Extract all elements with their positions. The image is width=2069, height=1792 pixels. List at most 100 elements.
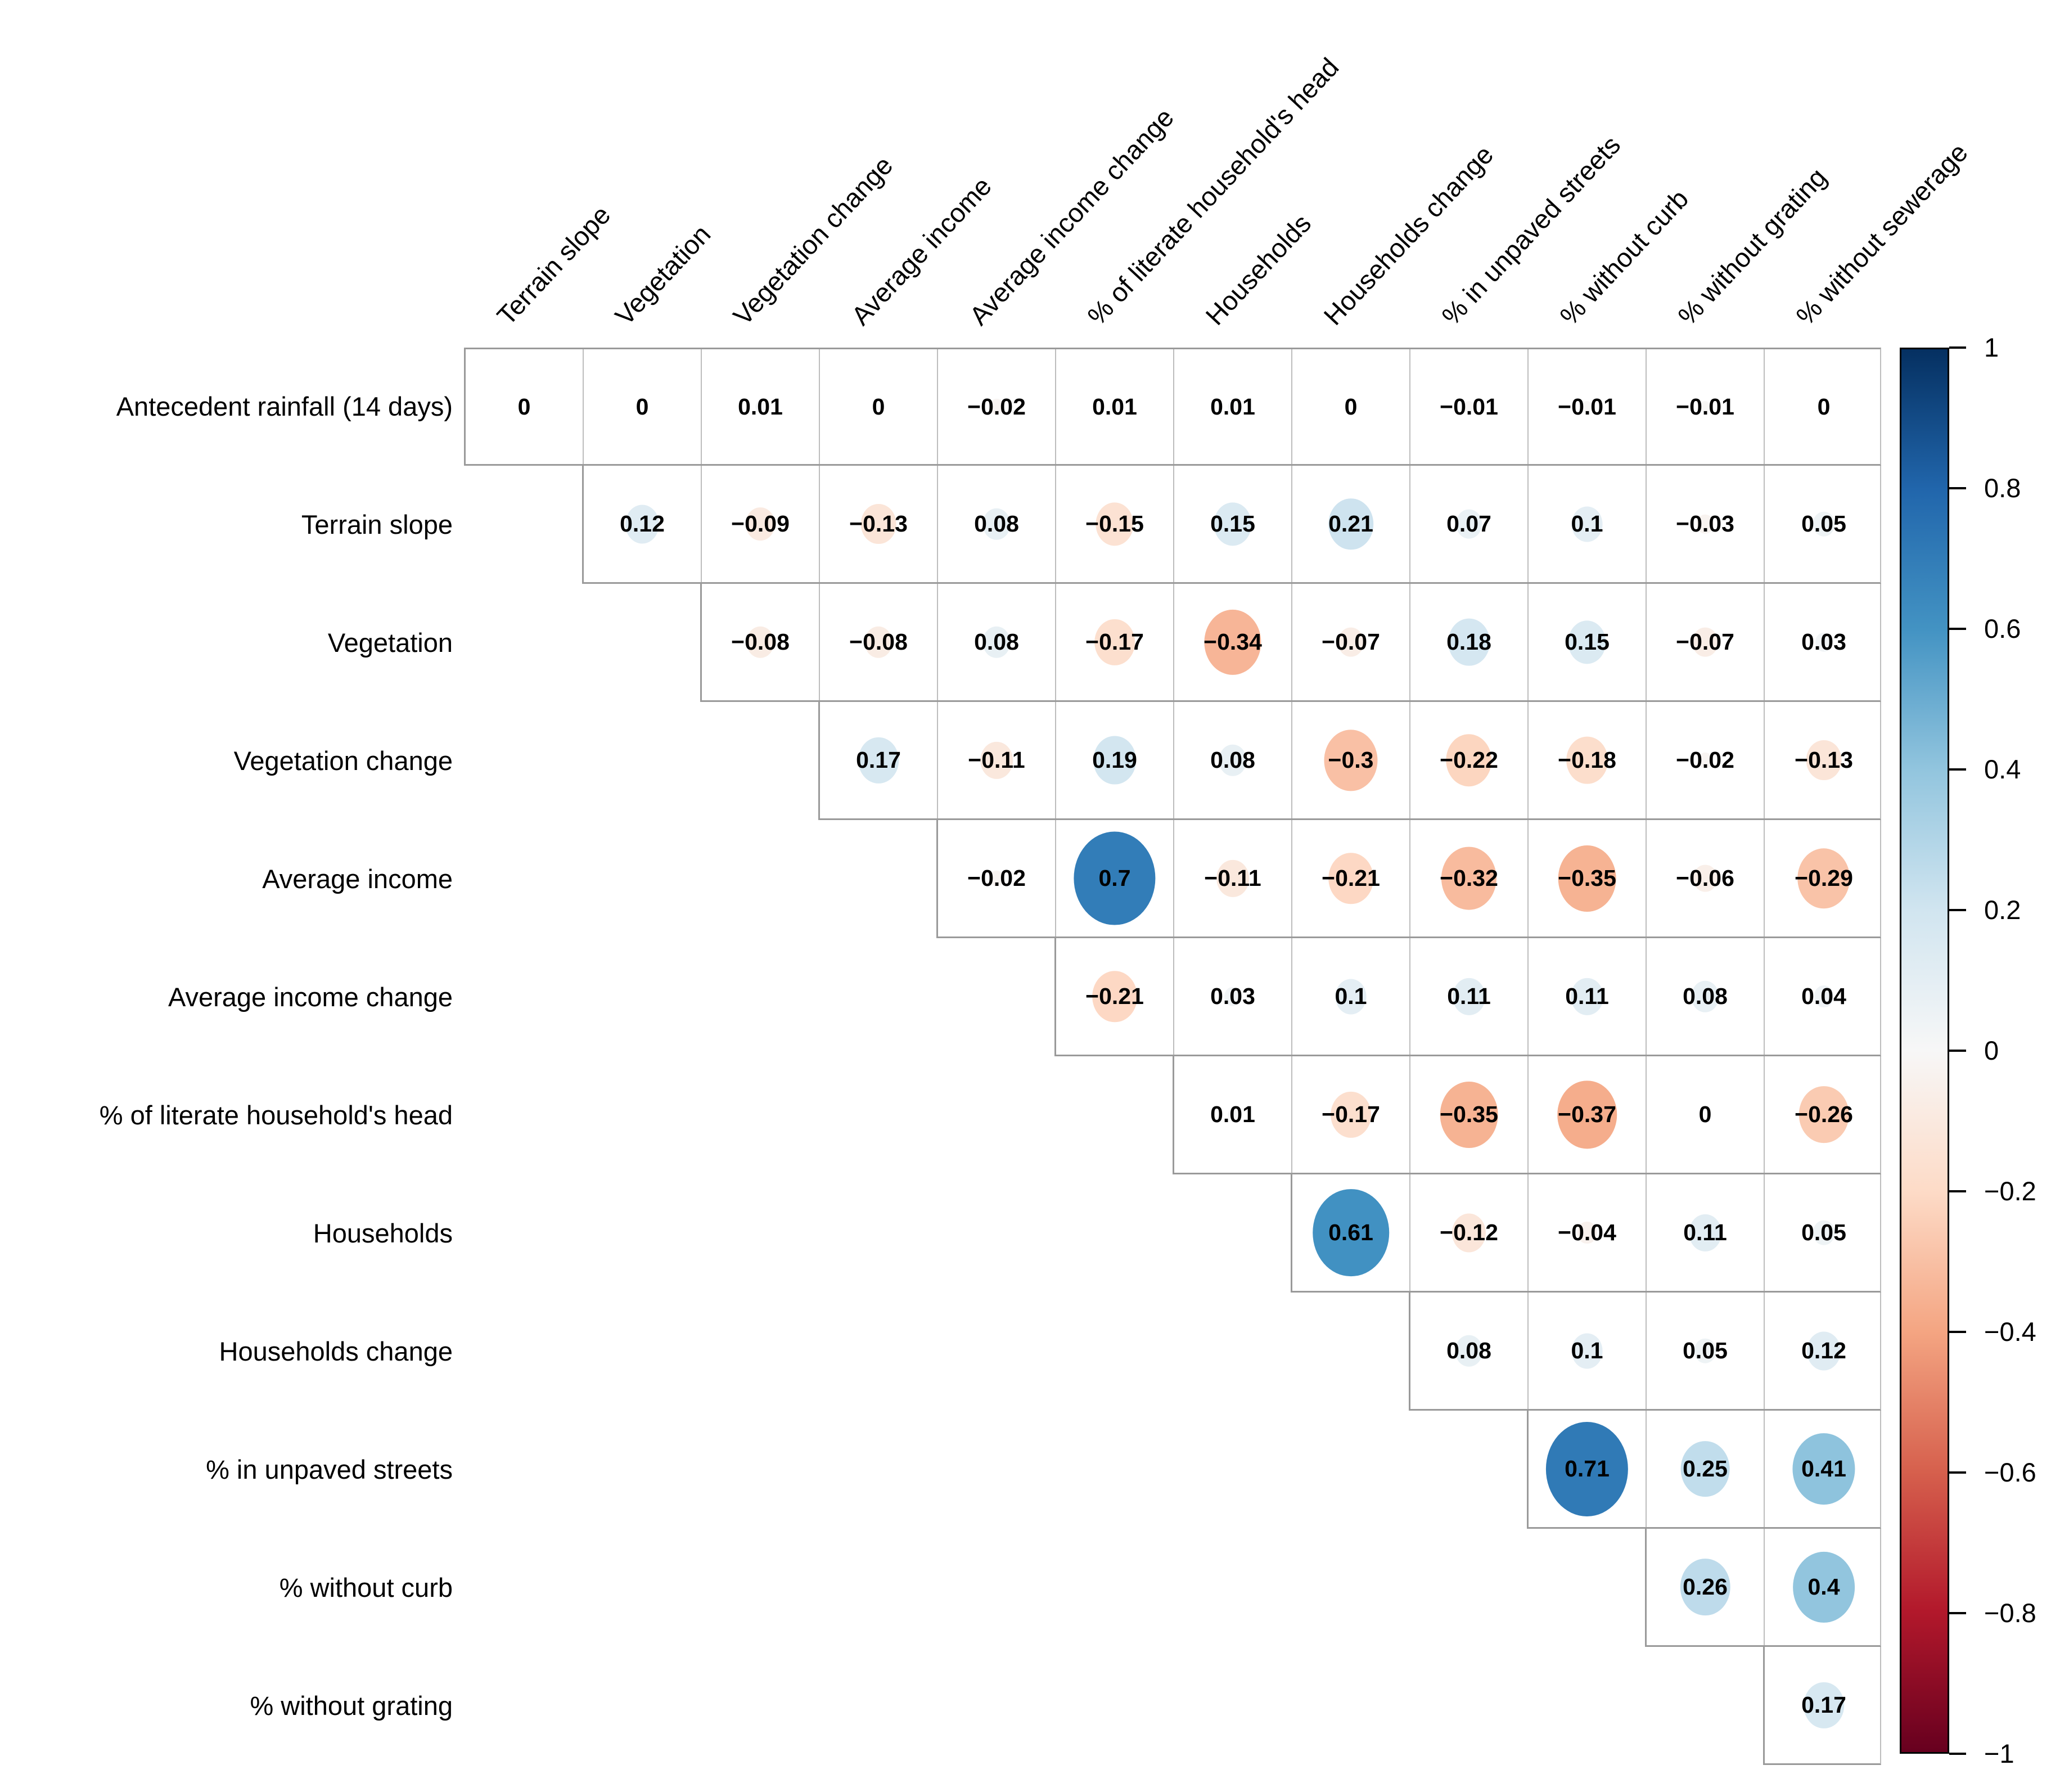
correlation-circle <box>1577 1221 1597 1244</box>
correlation-circle <box>980 741 1013 779</box>
matrix-cell: 0.08 <box>938 584 1056 700</box>
matrix-cell: 0.1 <box>1529 1293 1647 1409</box>
correlation-circle <box>1224 987 1242 1006</box>
correlation-value: 0.11 <box>1683 1219 1727 1245</box>
matrix-cell: 0.1 <box>1529 466 1647 582</box>
row-label: Households change <box>219 1336 453 1366</box>
row-label: % of literate household's head <box>99 1100 453 1130</box>
correlation-circle <box>982 508 1011 540</box>
correlation-circle <box>1694 1338 1716 1363</box>
correlation-circle <box>1545 1421 1629 1516</box>
matrix-cell: −0.12 <box>1410 1174 1529 1291</box>
correlation-value: −0.22 <box>1440 747 1498 773</box>
colorbar-tick-label: −0.6 <box>1984 1457 2036 1487</box>
row-label: % in unpaved streets <box>206 1455 453 1484</box>
correlation-value: 0.26 <box>1683 1574 1728 1600</box>
colorbar-tick-label: 0.8 <box>1984 473 2021 503</box>
matrix-cell: 0.05 <box>1765 1174 1883 1291</box>
matrix-cell: 0.01 <box>702 349 820 464</box>
correlation-circle <box>1214 502 1252 546</box>
matrix-cell: −0.21 <box>1056 938 1174 1055</box>
matrix-cell: −0.08 <box>702 584 820 700</box>
matrix-cell: −0.32 <box>1410 820 1529 936</box>
correlation-circle <box>1093 736 1136 785</box>
correlation-circle <box>1313 1188 1389 1277</box>
correlation-circle <box>982 626 1011 658</box>
row-label: Terrain slope <box>301 510 453 539</box>
matrix-cell: −0.26 <box>1765 1056 1883 1173</box>
correlation-value: −0.3 <box>1328 747 1374 773</box>
matrix-cell: 0.4 <box>1765 1529 1883 1645</box>
correlation-circle <box>1814 985 1834 1008</box>
correlation-value: −0.02 <box>1676 747 1734 773</box>
matrix-row: 0.08 0.1 0.05 0.12 <box>1409 1293 1881 1411</box>
column-label: Households <box>1200 208 1317 331</box>
correlation-circle <box>1335 978 1367 1015</box>
matrix-cell: 0.05 <box>1647 1293 1765 1409</box>
matrix-cell: 0.11 <box>1410 938 1529 1055</box>
matrix-cell: 0 <box>1765 349 1883 464</box>
correlation-value: 0.15 <box>1565 629 1610 655</box>
correlation-value: 0.05 <box>1801 511 1846 537</box>
correlation-value: 0.07 <box>1446 511 1491 537</box>
correlation-circle <box>1324 729 1378 791</box>
correlation-value: −0.17 <box>1322 1101 1380 1127</box>
colorbar-tick-label: 0.2 <box>1984 895 2021 925</box>
correlation-value: 0.7 <box>1098 865 1131 891</box>
correlation-value: −0.11 <box>1204 865 1261 891</box>
colorbar-tick <box>1949 1050 1966 1052</box>
correlation-circle <box>1096 502 1134 546</box>
correlation-value: 0.05 <box>1683 1338 1728 1363</box>
correlation-value: 0 <box>635 393 649 420</box>
correlation-value: 0 <box>1344 393 1358 420</box>
matrix-cell: −0.18 <box>1529 702 1647 818</box>
correlation-value: −0.34 <box>1203 629 1262 655</box>
colorbar-tick <box>1949 909 1966 911</box>
correlation-circle <box>1464 401 1474 412</box>
correlation-value: −0.01 <box>1676 393 1734 420</box>
colorbar-tick-label: −0.2 <box>1984 1176 2036 1206</box>
matrix-cell: −0.13 <box>820 466 938 582</box>
correlation-value: −0.07 <box>1676 629 1734 655</box>
matrix-row: −0.02 0.7 −0.11 −0.21 −0.32 −0.35 −0.06 −0.29 <box>936 820 1881 938</box>
colorbar-tick <box>1949 768 1966 771</box>
correlation-value: 0 <box>1698 1101 1712 1127</box>
matrix-cell: 0.15 <box>1174 466 1292 582</box>
matrix-cell: −0.02 <box>1647 702 1765 818</box>
correlation-circle <box>1074 831 1156 925</box>
correlation-value: 0.01 <box>1092 393 1137 420</box>
correlation-circle <box>1331 1091 1371 1138</box>
correlation-circle <box>1558 845 1616 912</box>
matrix-cell: −0.07 <box>1647 584 1765 700</box>
colorbar-tick-label: 1 <box>1984 332 1999 362</box>
correlation-value: 0.01 <box>1210 393 1255 420</box>
correlation-value: 0.08 <box>1683 983 1728 1009</box>
correlation-circle <box>1680 1558 1730 1616</box>
matrix-cell: 0.7 <box>1056 820 1174 936</box>
colorbar-tick <box>1949 628 1966 630</box>
matrix-row: 0 0 0.01 0 −0.02 0.01 0.01 0 −0.01 −0.01 −0.01 0 <box>464 348 1881 466</box>
matrix-cell: 0 <box>1292 349 1410 464</box>
correlation-circle <box>1228 401 1238 412</box>
correlation-value: 0.25 <box>1683 1456 1728 1482</box>
matrix-cell: 0.18 <box>1410 584 1529 700</box>
matrix-cell: 0.03 <box>1765 584 1883 700</box>
matrix-cell: 0.08 <box>1647 938 1765 1055</box>
correlation-value: 0.18 <box>1446 629 1491 655</box>
matrix-cell: 0.41 <box>1765 1411 1883 1527</box>
correlation-circle <box>1582 401 1592 412</box>
correlation-circle <box>1455 1335 1483 1367</box>
correlation-circle <box>1219 744 1247 776</box>
correlation-circle <box>1793 1551 1855 1623</box>
matrix-row: −0.08 −0.08 0.08 −0.17 −0.34 −0.07 0.18 0.15 −0.… <box>700 584 1881 702</box>
correlation-circle <box>864 626 892 658</box>
correlation-value: −0.01 <box>1558 393 1616 420</box>
correlation-value: 0.4 <box>1807 1574 1840 1600</box>
matrix-cell: 0.19 <box>1056 702 1174 818</box>
correlation-circle <box>1798 1086 1849 1143</box>
correlation-value: 0 <box>872 393 885 420</box>
correlation-value: 0 <box>1817 393 1831 420</box>
correlation-circle <box>1440 1081 1498 1148</box>
correlation-value: 0.41 <box>1801 1456 1846 1482</box>
colorbar-tick <box>1949 346 1966 349</box>
